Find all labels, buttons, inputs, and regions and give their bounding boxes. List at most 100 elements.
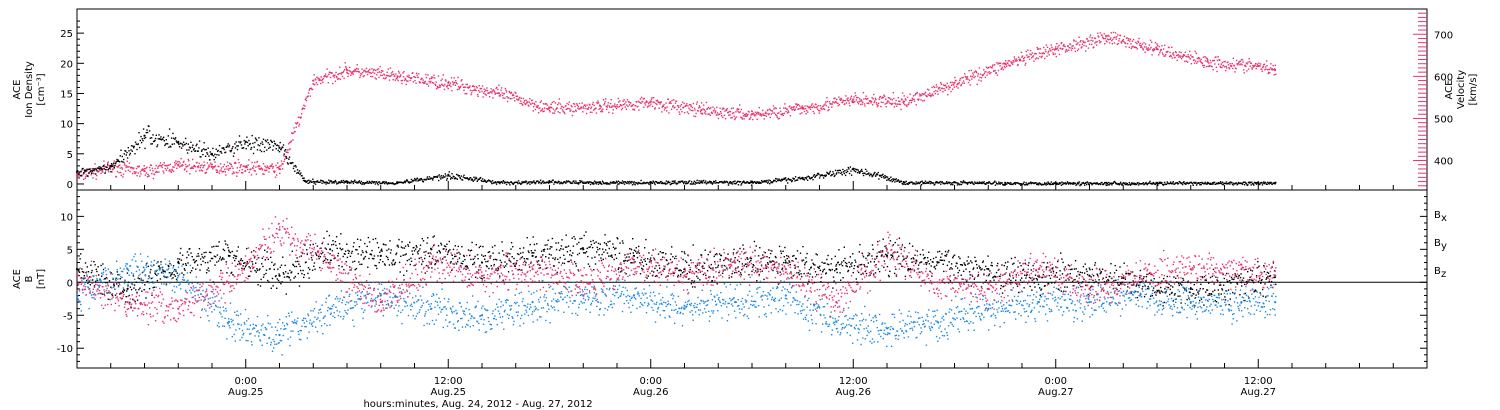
velocity-series-point xyxy=(423,82,425,84)
density-series-point xyxy=(790,179,792,181)
b-series-bx-point xyxy=(467,267,469,269)
velocity-series-point xyxy=(406,75,408,77)
b-series-bx-point xyxy=(245,264,247,266)
velocity-series-point xyxy=(869,100,872,102)
density-series-point xyxy=(1245,183,1248,185)
velocity-series-point xyxy=(798,105,801,107)
density-series-point xyxy=(1132,183,1134,185)
b-series-bx-point xyxy=(190,270,193,272)
density-series-point xyxy=(230,150,232,153)
density-series-point xyxy=(417,180,419,182)
b-series-bx-point xyxy=(180,259,183,261)
velocity-series-point xyxy=(828,101,831,103)
density-series-point xyxy=(457,175,460,177)
velocity-series-point xyxy=(1170,54,1172,57)
b-series-bx-point xyxy=(403,247,406,249)
b-series-bx-point xyxy=(417,253,419,255)
b-series-bx-point xyxy=(377,246,380,249)
velocity-series-point xyxy=(506,96,508,98)
velocity-series-point xyxy=(960,83,963,86)
density-series-anchor xyxy=(1206,181,1209,184)
velocity-series-point xyxy=(163,162,165,164)
velocity-series-point xyxy=(734,117,736,119)
density-series-point xyxy=(1028,182,1031,185)
density-series-anchor xyxy=(801,176,804,179)
b-series-bx-point xyxy=(504,265,507,267)
b-series-bx-point xyxy=(458,251,460,254)
velocity-series-point xyxy=(851,101,854,104)
velocity-series-point xyxy=(1029,49,1032,52)
velocity-series-point xyxy=(708,113,710,115)
velocity-series-point xyxy=(637,105,639,108)
velocity-series-point xyxy=(779,107,781,109)
velocity-series-point xyxy=(718,113,721,115)
velocity-series-point xyxy=(683,102,685,105)
velocity-series-point xyxy=(322,78,325,80)
b-series-bx-point xyxy=(133,287,135,289)
velocity-series-point xyxy=(1129,40,1131,42)
b-series-bx-point xyxy=(197,253,199,255)
velocity-series-point xyxy=(563,106,565,109)
velocity-series-point xyxy=(203,161,205,163)
density-series-point xyxy=(282,144,285,146)
velocity-series-point xyxy=(254,170,256,172)
density-series-point xyxy=(337,182,339,184)
b-series-bx-point xyxy=(310,252,312,254)
velocity-series-point xyxy=(1076,43,1078,45)
density-series-point xyxy=(110,171,112,173)
velocity-series-point xyxy=(632,103,635,106)
velocity-series-point xyxy=(971,76,973,78)
velocity-series-anchor xyxy=(244,165,247,168)
density-series-point xyxy=(1225,181,1228,183)
b-series-bx-point xyxy=(353,242,355,244)
velocity-series-point xyxy=(236,175,238,177)
density-series-point xyxy=(682,181,684,183)
velocity-series-point xyxy=(663,103,665,106)
velocity-series-point xyxy=(159,164,161,166)
velocity-series-point xyxy=(1263,63,1266,65)
velocity-series-point xyxy=(300,116,302,118)
density-series-point xyxy=(692,183,694,185)
density-series-point xyxy=(332,181,335,183)
density-series-point xyxy=(159,138,161,140)
density-series-point xyxy=(140,141,143,144)
b-series-bx-point xyxy=(137,277,139,279)
density-series-point xyxy=(841,174,843,176)
velocity-series-point xyxy=(224,168,226,170)
velocity-series-point xyxy=(324,73,327,75)
density-series-point xyxy=(585,182,588,184)
density-series-point xyxy=(1050,183,1052,186)
velocity-series-point xyxy=(271,163,273,165)
density-series-point xyxy=(569,181,571,183)
density-series-point xyxy=(107,169,109,171)
density-series-point xyxy=(1086,183,1088,186)
density-series-point xyxy=(408,182,411,184)
velocity-series-point xyxy=(694,109,696,111)
velocity-series-point xyxy=(611,106,613,108)
b-series-bx-point xyxy=(472,258,474,260)
velocity-series-point xyxy=(1246,63,1249,65)
b-series-bx-point xyxy=(424,257,426,260)
velocity-series-point xyxy=(913,98,915,100)
velocity-series-point xyxy=(412,72,414,74)
velocity-series-point xyxy=(472,85,474,87)
density-series-point xyxy=(208,159,211,161)
b-series-bx-point xyxy=(127,281,130,283)
velocity-series-point xyxy=(972,74,975,76)
b-series-bx-point xyxy=(254,269,256,272)
velocity-series-point xyxy=(202,165,205,167)
b-series-bx-point xyxy=(356,249,358,251)
density-series-point xyxy=(442,175,444,177)
b-series-bx-point xyxy=(527,250,530,252)
velocity-series-point xyxy=(1029,53,1031,55)
velocity-series-point xyxy=(536,105,538,107)
b-series-bx-point xyxy=(501,250,504,252)
velocity-series-point xyxy=(1250,62,1252,65)
velocity-series-point xyxy=(363,75,365,77)
b-series-bx-point xyxy=(374,264,376,267)
velocity-series-point xyxy=(597,102,600,104)
b-series-bx-point xyxy=(470,258,472,261)
velocity-series-point xyxy=(1003,65,1006,68)
density-series-point xyxy=(1241,183,1244,185)
velocity-series-point xyxy=(347,75,349,78)
